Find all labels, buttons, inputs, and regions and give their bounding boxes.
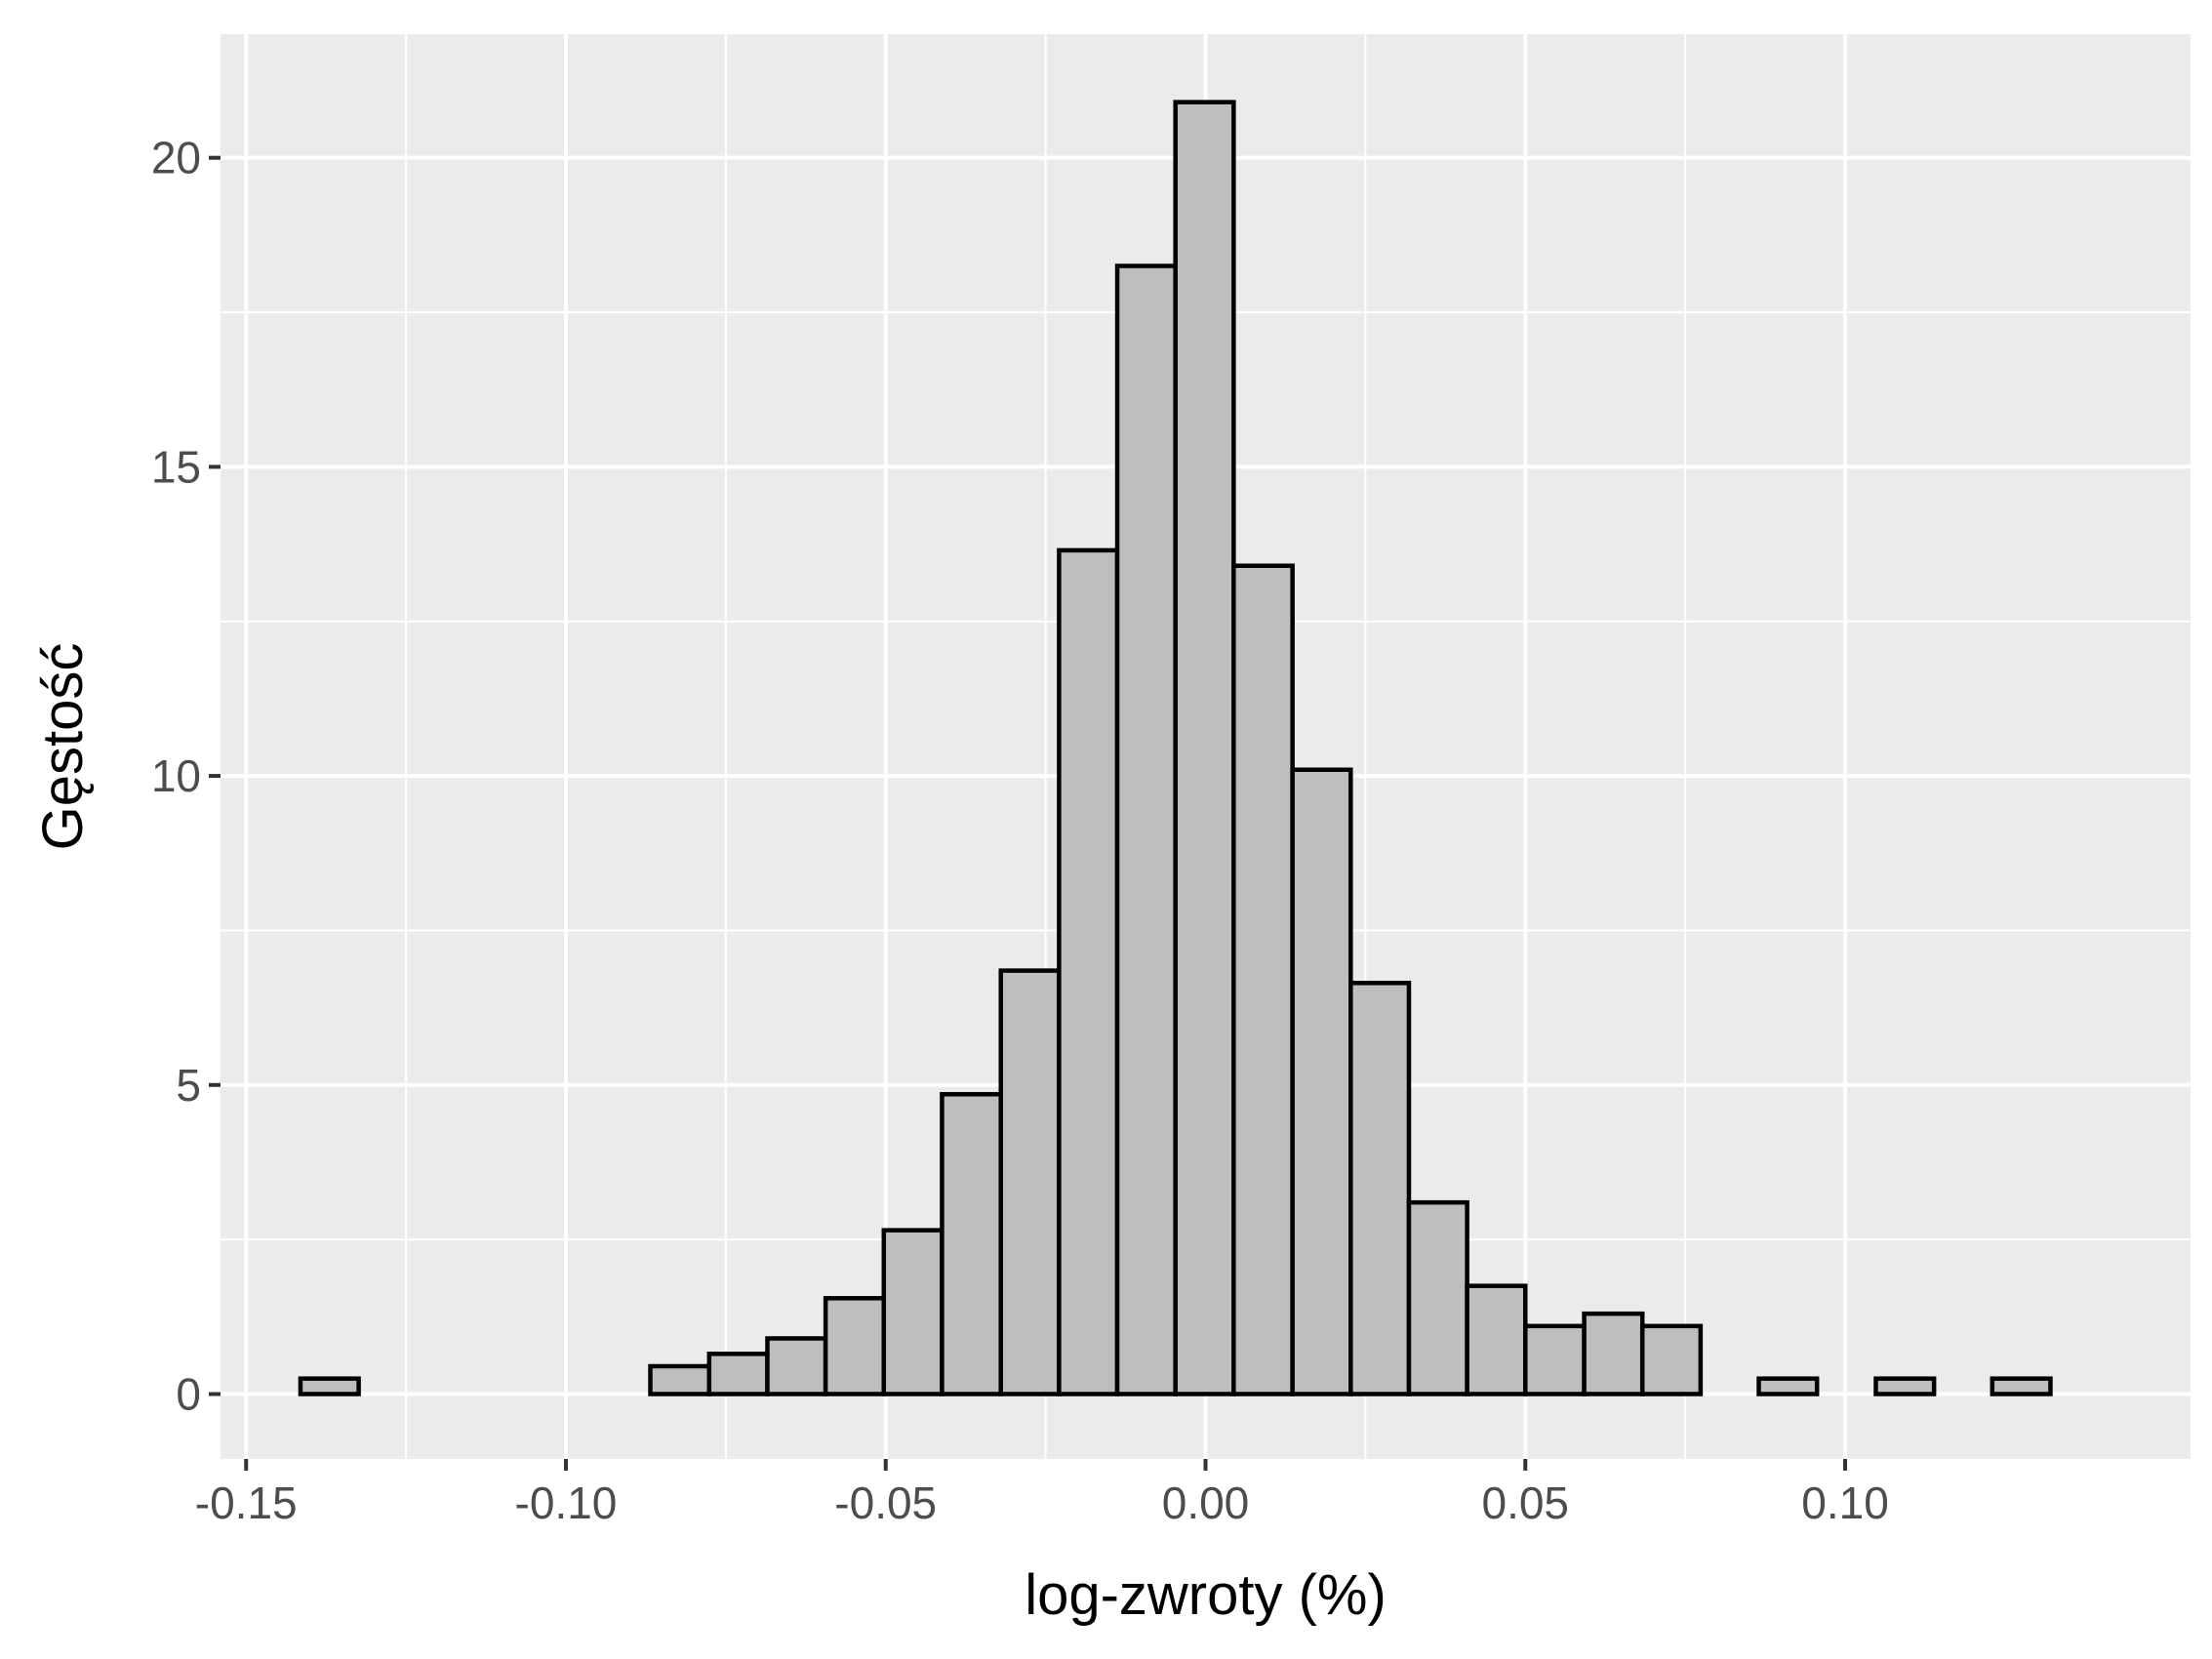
x-axis-title: log-zwroty (%) [1025, 1563, 1387, 1627]
y-tick-label: 0 [176, 1368, 201, 1419]
histogram-bar [1231, 563, 1295, 1396]
y-tick-label: 5 [176, 1060, 201, 1111]
y-axis: 0 5 10 15 20 [151, 133, 221, 1419]
y-axis-title: Gęstość [31, 643, 95, 851]
histogram-bar [823, 1296, 887, 1396]
histogram-bar [1290, 767, 1353, 1396]
histogram-bar [1873, 1376, 1937, 1396]
histogram-bar [1523, 1323, 1587, 1396]
y-tick-label: 10 [151, 750, 201, 801]
x-tick-label: 0.10 [1801, 1477, 1889, 1528]
histogram-bar [1406, 1199, 1469, 1396]
histogram-bar [648, 1363, 712, 1396]
histogram-bar [1348, 981, 1412, 1396]
major-grid [221, 34, 2191, 1459]
histogram-bars [298, 100, 2053, 1396]
histogram-bar [1639, 1323, 1704, 1396]
histogram-bar [1465, 1283, 1528, 1396]
histogram-bar [1582, 1311, 1645, 1396]
histogram-bar [706, 1352, 770, 1396]
histogram-bar [998, 968, 1062, 1396]
x-tick-label: -0.15 [195, 1477, 298, 1528]
x-axis: -0.15 -0.10 -0.05 0.00 0.05 0.10 [195, 1459, 1889, 1528]
histogram-bar [1114, 263, 1178, 1396]
x-tick-label: -0.10 [515, 1477, 618, 1528]
histogram-bar [765, 1336, 828, 1396]
x-tick-label: 0.00 [1162, 1477, 1250, 1528]
y-tick-label: 15 [151, 441, 201, 492]
y-tick-label: 20 [151, 133, 201, 183]
histogram-bar [1756, 1376, 1820, 1396]
x-tick-label: 0.05 [1481, 1477, 1569, 1528]
histogram-bar [881, 1228, 945, 1396]
histogram-bar [1057, 547, 1120, 1396]
histogram-bar [940, 1092, 1003, 1396]
histogram-bar [1990, 1376, 2053, 1396]
histogram-bar [1173, 100, 1236, 1396]
x-tick-label: -0.05 [834, 1477, 937, 1528]
histogram-bar [298, 1376, 361, 1396]
